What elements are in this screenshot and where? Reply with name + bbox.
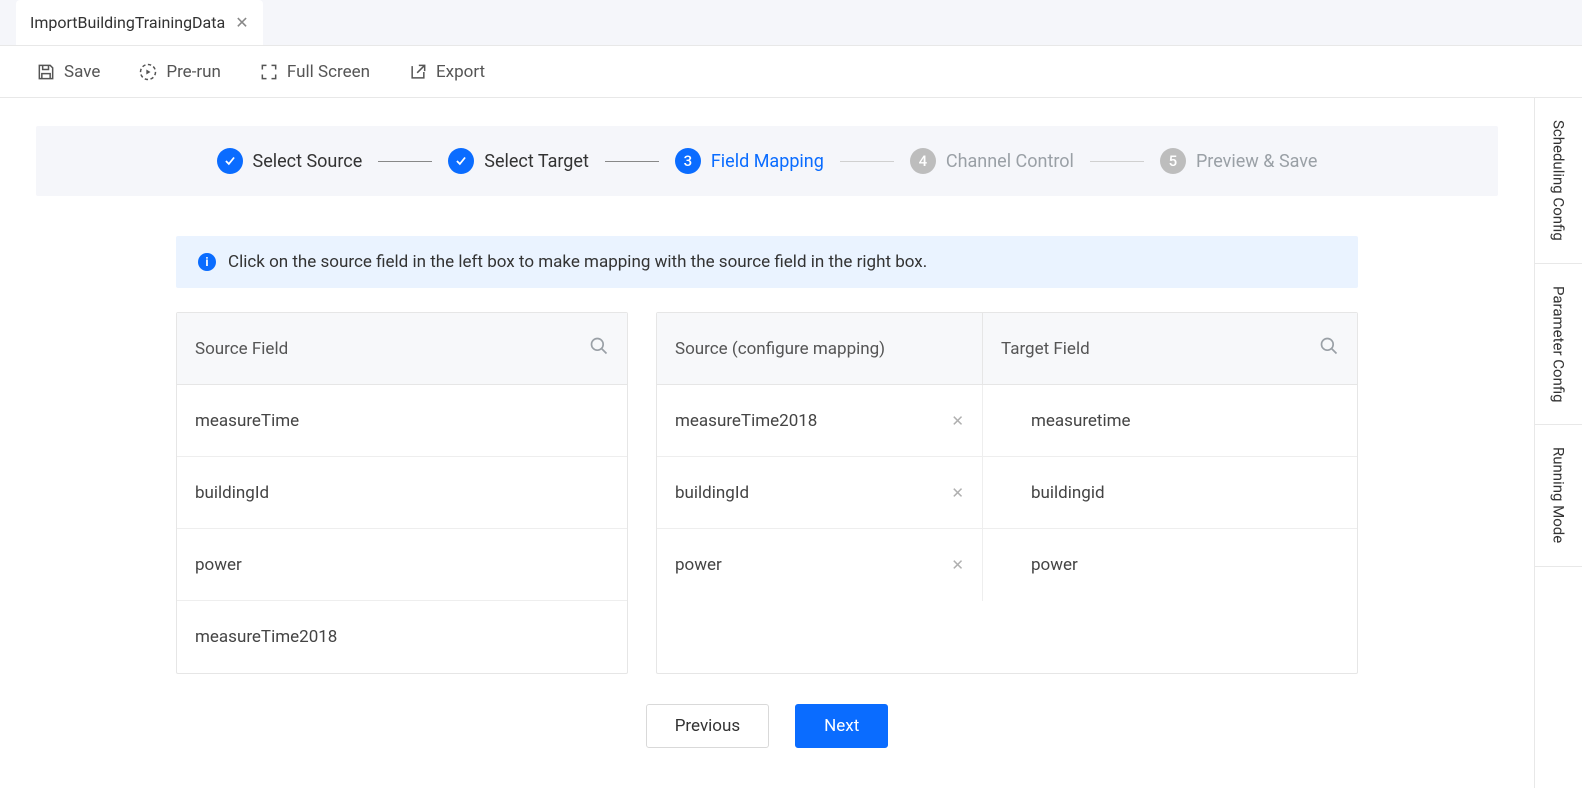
footer-buttons: Previous Next — [36, 704, 1498, 748]
prerun-label: Pre-run — [166, 62, 221, 82]
step-label-4: Channel Control — [946, 151, 1074, 172]
step-line — [605, 161, 659, 162]
export-button[interactable]: Export — [408, 62, 485, 82]
previous-label: Previous — [675, 716, 740, 736]
tab-active[interactable]: ImportBuildingTrainingData ✕ — [16, 0, 263, 45]
step-badge-4: 4 — [910, 148, 936, 174]
source-field-item[interactable]: buildingId — [177, 457, 627, 529]
remove-mapping-icon[interactable]: ✕ — [951, 412, 964, 430]
tab-title: ImportBuildingTrainingData — [30, 13, 225, 32]
rail-parameter-config[interactable]: Parameter Config — [1535, 264, 1582, 426]
mapping-source-value: measureTime2018 — [675, 411, 817, 431]
rail-label: Scheduling Config — [1550, 120, 1568, 241]
source-field-panel: Source Field measureTime buildingId powe… — [176, 312, 628, 674]
export-label: Export — [436, 62, 485, 82]
right-rail: Scheduling Config Parameter Config Runni… — [1534, 98, 1582, 788]
toolbar: Save Pre-run Full Screen Export — [0, 46, 1582, 98]
info-banner: i Click on the source field in the left … — [176, 236, 1358, 288]
save-button[interactable]: Save — [36, 62, 100, 82]
rail-label: Parameter Config — [1550, 286, 1568, 403]
source-field-label: buildingId — [195, 483, 269, 503]
step-line — [378, 161, 432, 162]
mapping-target-value: power — [1031, 555, 1078, 575]
step-channel-control[interactable]: 4 Channel Control — [910, 148, 1074, 174]
step-badge-2 — [448, 148, 474, 174]
step-badge-3: 3 — [675, 148, 701, 174]
export-icon — [408, 62, 428, 82]
source-field-item[interactable]: measureTime2018 — [177, 601, 627, 673]
source-panel-header: Source Field — [177, 313, 627, 385]
mapping-source-value: buildingId — [675, 483, 749, 503]
next-button[interactable]: Next — [795, 704, 888, 748]
check-icon — [454, 154, 468, 168]
next-label: Next — [824, 716, 859, 736]
source-header-label: Source Field — [195, 339, 288, 359]
rail-label: Running Mode — [1550, 447, 1568, 543]
rail-running-mode[interactable]: Running Mode — [1535, 425, 1582, 566]
step-field-mapping[interactable]: 3 Field Mapping — [675, 148, 824, 174]
content-area: Select Source Select Target 3 Field Mapp… — [0, 98, 1534, 788]
info-text: Click on the source field in the left bo… — [228, 252, 927, 272]
remove-mapping-icon[interactable]: ✕ — [951, 484, 964, 502]
close-icon[interactable]: ✕ — [235, 13, 248, 32]
panels: Source Field measureTime buildingId powe… — [176, 312, 1358, 674]
fullscreen-label: Full Screen — [287, 62, 370, 82]
prerun-button[interactable]: Pre-run — [138, 62, 221, 82]
prerun-icon — [138, 62, 158, 82]
check-icon — [223, 154, 237, 168]
source-field-label: power — [195, 555, 242, 575]
step-select-source[interactable]: Select Source — [217, 148, 363, 174]
step-label-2: Select Target — [484, 151, 589, 172]
source-field-item[interactable]: measureTime — [177, 385, 627, 457]
fullscreen-button[interactable]: Full Screen — [259, 62, 370, 82]
mapping-target-value: buildingid — [1031, 483, 1105, 503]
step-line — [1090, 161, 1144, 162]
search-icon[interactable] — [1319, 336, 1339, 361]
step-select-target[interactable]: Select Target — [448, 148, 589, 174]
source-field-label: measureTime — [195, 411, 299, 431]
step-label-3: Field Mapping — [711, 151, 824, 172]
mapping-panel: Source (configure mapping) Target Field … — [656, 312, 1358, 674]
fullscreen-icon — [259, 62, 279, 82]
step-line — [840, 161, 894, 162]
remove-mapping-icon[interactable]: ✕ — [951, 556, 964, 574]
previous-button[interactable]: Previous — [646, 704, 769, 748]
stepper: Select Source Select Target 3 Field Mapp… — [36, 126, 1498, 196]
mapping-header-target: Target Field — [1001, 339, 1090, 359]
mapping-target-value: measuretime — [1031, 411, 1131, 431]
mapping-row: power ✕ power — [657, 529, 1357, 601]
rail-scheduling-config[interactable]: Scheduling Config — [1535, 98, 1582, 264]
mapping-row: measureTime2018 ✕ measuretime — [657, 385, 1357, 457]
step-badge-1 — [217, 148, 243, 174]
step-label-5: Preview & Save — [1196, 151, 1318, 172]
search-icon[interactable] — [589, 336, 609, 361]
step-preview-save[interactable]: 5 Preview & Save — [1160, 148, 1318, 174]
step-badge-5: 5 — [1160, 148, 1186, 174]
step-label-1: Select Source — [253, 151, 363, 172]
mapping-header-source: Source (configure mapping) — [675, 339, 885, 359]
mapping-row: buildingId ✕ buildingid — [657, 457, 1357, 529]
source-field-item[interactable]: power — [177, 529, 627, 601]
mapping-panel-header: Source (configure mapping) Target Field — [657, 313, 1357, 385]
tab-bar: ImportBuildingTrainingData ✕ — [0, 0, 1582, 46]
mapping-source-value: power — [675, 555, 722, 575]
info-icon: i — [198, 253, 216, 271]
source-field-label: measureTime2018 — [195, 627, 337, 647]
save-icon — [36, 62, 56, 82]
save-label: Save — [64, 62, 100, 82]
